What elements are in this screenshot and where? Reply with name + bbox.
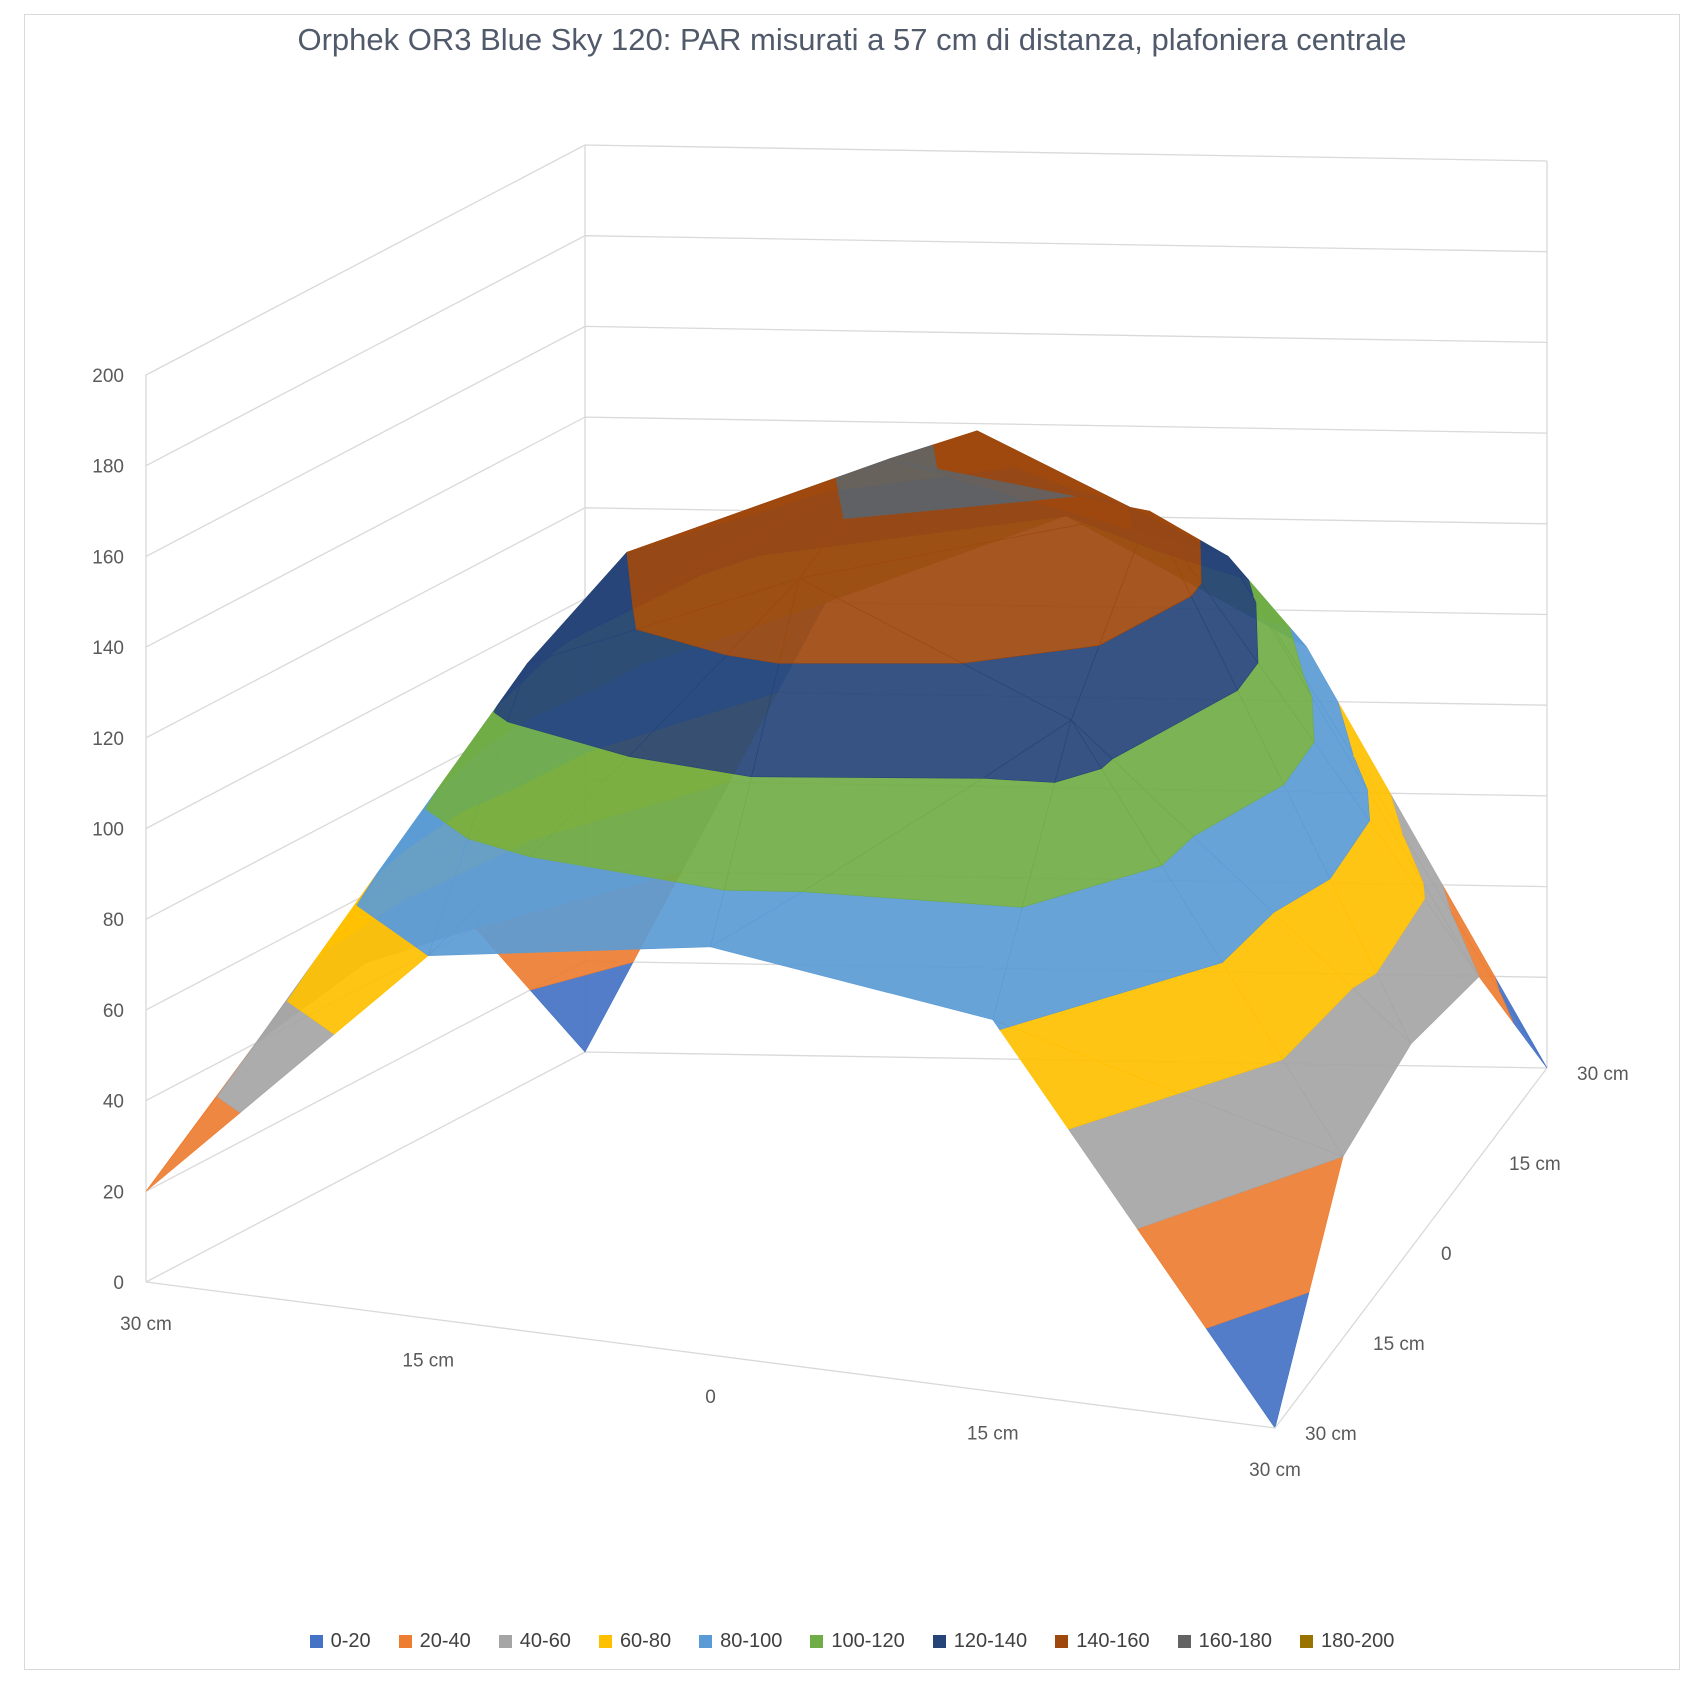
surface-band-120-140: [1070, 595, 1238, 760]
surface-band-140-160: [1149, 510, 1202, 585]
legend-swatch: [598, 1635, 612, 1648]
surface-band-160-180: [843, 458, 1076, 520]
legend-label: 0-20: [330, 1630, 371, 1652]
floor-edge: [1274, 1067, 1548, 1429]
legend: 0-20 20-40 40-60 60-80 80-100 100-120 120-140 1…: [0, 1630, 1704, 1653]
z-tick-label: 180: [92, 457, 124, 478]
surface-band-140-160: [778, 577, 963, 664]
surface-band-80-100: [992, 865, 1223, 1027]
legend-label: 140-160: [1076, 1630, 1150, 1652]
y-tick-label: 15 cm: [1509, 1154, 1561, 1175]
legend-item: 40-60: [498, 1630, 571, 1653]
surface-band-120-140: [493, 663, 528, 713]
x-tick-label: 30 cm: [1249, 1460, 1301, 1481]
z-tick-label: 200: [92, 366, 124, 387]
floor-edge: [145, 1281, 1276, 1429]
legend-label: 160-180: [1198, 1630, 1272, 1652]
surface-band-120-140: [507, 629, 728, 757]
legend-item: 140-160: [1055, 1630, 1150, 1653]
legend-label: 100-120: [831, 1630, 905, 1652]
z-tick-label: 140: [92, 638, 124, 659]
legend-swatch: [810, 1635, 824, 1648]
x-tick-label: 15 cm: [402, 1351, 454, 1372]
y-tick-label: 0: [1441, 1244, 1452, 1265]
legend-label: 180-200: [1321, 1630, 1395, 1652]
z-tick-label: 60: [103, 1001, 124, 1022]
legend-label: 120-140: [953, 1630, 1028, 1652]
legend-label: 60-80: [619, 1630, 672, 1652]
legend-swatch: [1055, 1635, 1069, 1648]
legend-item: 180-200: [1300, 1630, 1394, 1653]
y-tick-label: 30 cm: [1305, 1424, 1357, 1445]
surface-band-20-40: [145, 1096, 241, 1192]
legend-swatch: [699, 1635, 713, 1648]
legend-swatch: [1300, 1635, 1313, 1648]
z-tick-label: 0: [113, 1273, 124, 1294]
y-tick-label: 15 cm: [1373, 1334, 1425, 1355]
x-tick-label: 15 cm: [967, 1424, 1019, 1445]
gridline-200: [145, 144, 1548, 376]
legend-label: 80-100: [720, 1630, 783, 1652]
surface-band-160-180: [835, 458, 889, 490]
z-tick-label: 80: [103, 910, 124, 931]
y-tick-label: 30 cm: [1577, 1064, 1629, 1085]
legend-item: 120-140: [932, 1630, 1028, 1653]
z-tick-label: 40: [103, 1092, 124, 1113]
legend-item: 80-100: [699, 1630, 782, 1653]
axes: 0 20 40 60 80 100 120 140 160 180 200 30 cm 15 cm 0 15…: [92, 366, 1628, 1481]
surface-band-140-160: [635, 577, 801, 656]
chart-title: Orphek OR3 Blue Sky 120: PAR misurati a …: [297, 22, 1407, 57]
legend-label: 20-40: [419, 1630, 471, 1652]
legend-swatch: [309, 1635, 323, 1648]
z-tick-label: 120: [92, 729, 124, 750]
legend-label: 40-60: [519, 1630, 571, 1652]
x-tick-label: 30 cm: [120, 1314, 172, 1335]
legend-item: 60-80: [598, 1630, 672, 1653]
legend-swatch: [932, 1635, 946, 1648]
legend-item: 160-180: [1177, 1630, 1272, 1653]
surface-band-0-20: [1494, 976, 1548, 1069]
legend-item: 100-120: [810, 1630, 905, 1653]
z-tick-label: 160: [92, 547, 124, 568]
z-tick-label: 100: [92, 820, 124, 841]
z-tick-label: 20: [103, 1182, 124, 1203]
surface: [145, 430, 1548, 1429]
legend-swatch: [498, 1635, 512, 1648]
x-tick-label: 0: [705, 1387, 716, 1408]
surface-band-120-140: [1227, 556, 1254, 597]
gridline-180: [145, 235, 1548, 467]
surface-band-140-160: [1098, 510, 1192, 647]
legend-swatch: [1177, 1635, 1191, 1648]
legend-swatch: [398, 1635, 412, 1648]
legend-item: 0-20: [309, 1630, 371, 1653]
surface-band-120-140: [1054, 719, 1102, 783]
legend-item: 20-40: [398, 1630, 471, 1653]
